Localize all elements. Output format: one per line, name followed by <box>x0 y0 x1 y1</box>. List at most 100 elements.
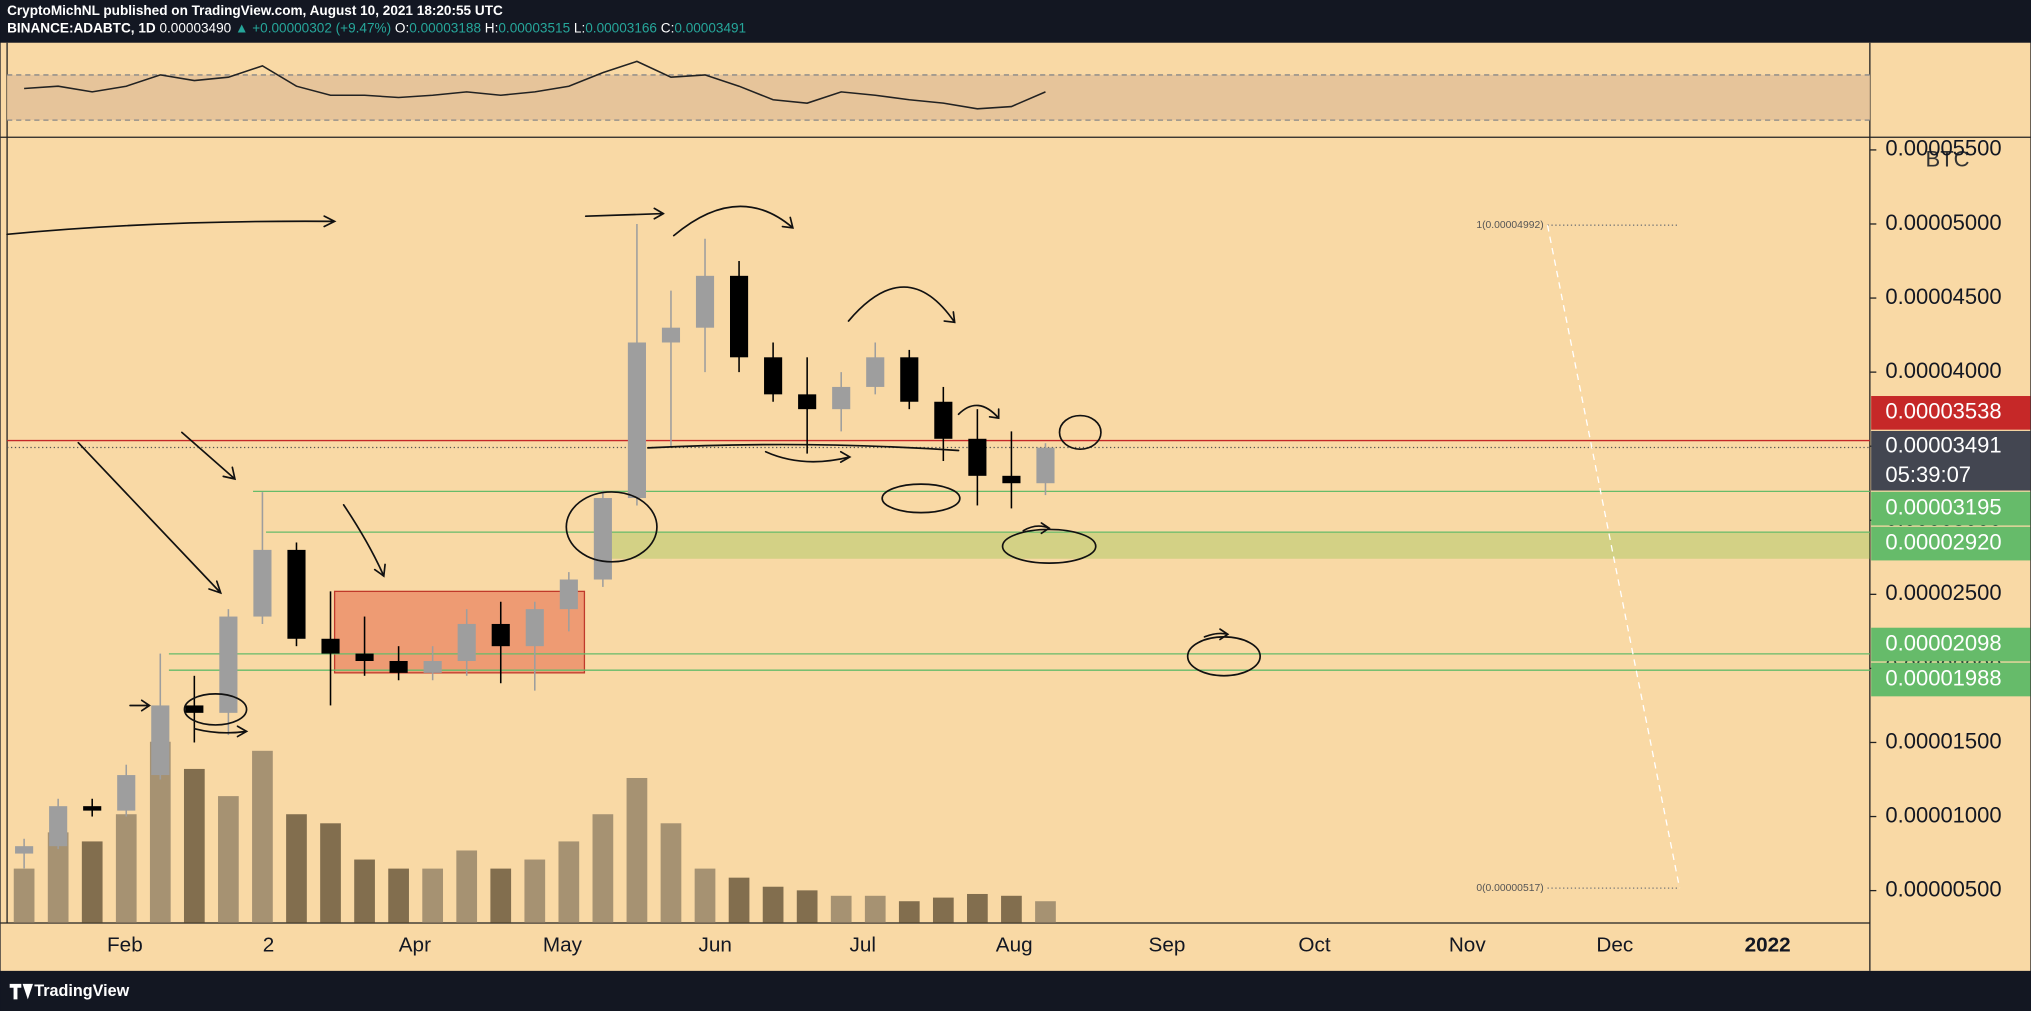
header-bar <box>0 0 2031 43</box>
candle-body <box>83 806 102 811</box>
candle-body <box>219 616 238 713</box>
ohlc-key: O: <box>395 20 409 35</box>
volume-bar <box>183 768 205 923</box>
x-tick-label: Feb <box>107 934 143 957</box>
volume-bar <box>354 859 375 923</box>
volume-bar <box>524 859 546 923</box>
x-tick-label: Aug <box>996 934 1033 957</box>
x-tick-label: Jul <box>850 934 876 957</box>
candle-body <box>15 846 34 854</box>
fib-label: 0(0.00000517) <box>1476 883 1543 894</box>
ohlc-key: C: <box>661 20 675 35</box>
hand-arrow <box>342 504 386 578</box>
candle-body <box>866 357 885 387</box>
volume-bar <box>456 850 478 923</box>
candle-body <box>798 394 817 410</box>
candle-body <box>151 705 170 776</box>
price-label: 0.00003195 <box>1885 494 2001 519</box>
volume-bar <box>762 886 784 923</box>
candle-body <box>185 705 204 713</box>
x-tick-label: Apr <box>399 934 431 957</box>
candle-body <box>355 653 374 661</box>
x-tick-label: 2022 <box>1745 934 1791 957</box>
price-label: 0.00002098 <box>1885 630 2001 655</box>
price-label: 0.00002920 <box>1885 529 2001 554</box>
hand-circle <box>1058 414 1102 451</box>
price-label: 0.00003491 <box>1885 432 2001 457</box>
candle-body <box>253 549 272 617</box>
candle-body <box>457 623 476 661</box>
logo-mark <box>9 983 33 1000</box>
x-tick-label: Dec <box>1596 934 1633 957</box>
drawings <box>6 205 1262 738</box>
volume-bar <box>320 823 341 923</box>
fib-trend <box>1546 225 1681 889</box>
chart-background <box>0 42 2031 971</box>
volume-bar <box>13 868 35 923</box>
volume-bar <box>660 823 682 923</box>
hand-arrow <box>193 725 249 738</box>
y-tick-label: 0.00005000 <box>1885 210 2001 235</box>
candle-body <box>559 579 578 610</box>
volume-bar <box>252 750 273 923</box>
volume-bar <box>81 841 103 923</box>
price-label-box <box>1871 430 2031 491</box>
volume-bar <box>967 893 988 923</box>
price-label-box <box>1871 396 2031 430</box>
hand-circle <box>183 693 248 726</box>
candle-body <box>695 275 715 328</box>
last-price: 0.00003490 <box>159 20 231 35</box>
unit-label: BTC <box>1926 146 1970 171</box>
volume-bar <box>592 814 614 923</box>
hand-arrow <box>764 450 852 463</box>
x-tick-label: Nov <box>1449 934 1486 957</box>
hand-circle <box>1186 636 1262 677</box>
ohlc-value: 0.00003166 <box>585 20 657 35</box>
hand-arrow <box>1203 628 1230 641</box>
candle-body <box>1036 447 1055 484</box>
hand-arrow <box>129 699 152 712</box>
hand-circle <box>881 483 961 514</box>
candle-body <box>661 327 681 343</box>
volume-bar <box>626 777 648 923</box>
candle-body <box>49 806 68 847</box>
x-tick-label: Sep <box>1149 934 1186 957</box>
volume-bar <box>796 890 818 923</box>
candle-body <box>1002 475 1021 484</box>
volume-bar <box>422 868 444 923</box>
rsi-band <box>7 74 1870 121</box>
y-tick-label: 0.00004500 <box>1885 284 2001 309</box>
y-tick-label: 0.00001500 <box>1885 728 2001 753</box>
candle-body <box>321 638 340 654</box>
volume-bar <box>47 832 69 923</box>
price-label-box <box>1871 662 2031 697</box>
price-label-box <box>1871 526 2031 561</box>
candle-body <box>525 609 544 647</box>
candle-body <box>832 386 851 410</box>
change: ▲ +0.00000302 (+9.47%) <box>235 20 391 35</box>
hand-arrow <box>672 205 794 237</box>
candle-body <box>423 660 442 673</box>
x-tick-label: Oct <box>1298 934 1330 957</box>
footer-bar <box>0 970 2031 1011</box>
x-tick-label: 2 <box>263 934 275 957</box>
volume-bar <box>898 901 920 923</box>
candle-body <box>627 342 646 499</box>
candle-body <box>764 357 783 395</box>
ohlc-value: 0.00003491 <box>674 20 746 35</box>
y-tick-label: 0.00005500 <box>1885 136 2001 161</box>
volume-bar <box>558 841 580 923</box>
hand-arrow <box>1022 522 1051 535</box>
y-tick-label: 0.00000500 <box>1885 876 2001 901</box>
volume-bar <box>1035 901 1056 923</box>
ohlc-key: H: <box>485 20 499 35</box>
hand-arrow <box>77 441 223 595</box>
volume-bar <box>388 868 409 923</box>
rsi-line <box>24 60 1046 110</box>
volume-bar <box>830 895 852 923</box>
hand-circle <box>1001 528 1097 564</box>
hand-arrow <box>181 431 237 481</box>
brand: TradingView <box>34 982 129 1000</box>
price-label: 0.00003538 <box>1885 399 2001 424</box>
